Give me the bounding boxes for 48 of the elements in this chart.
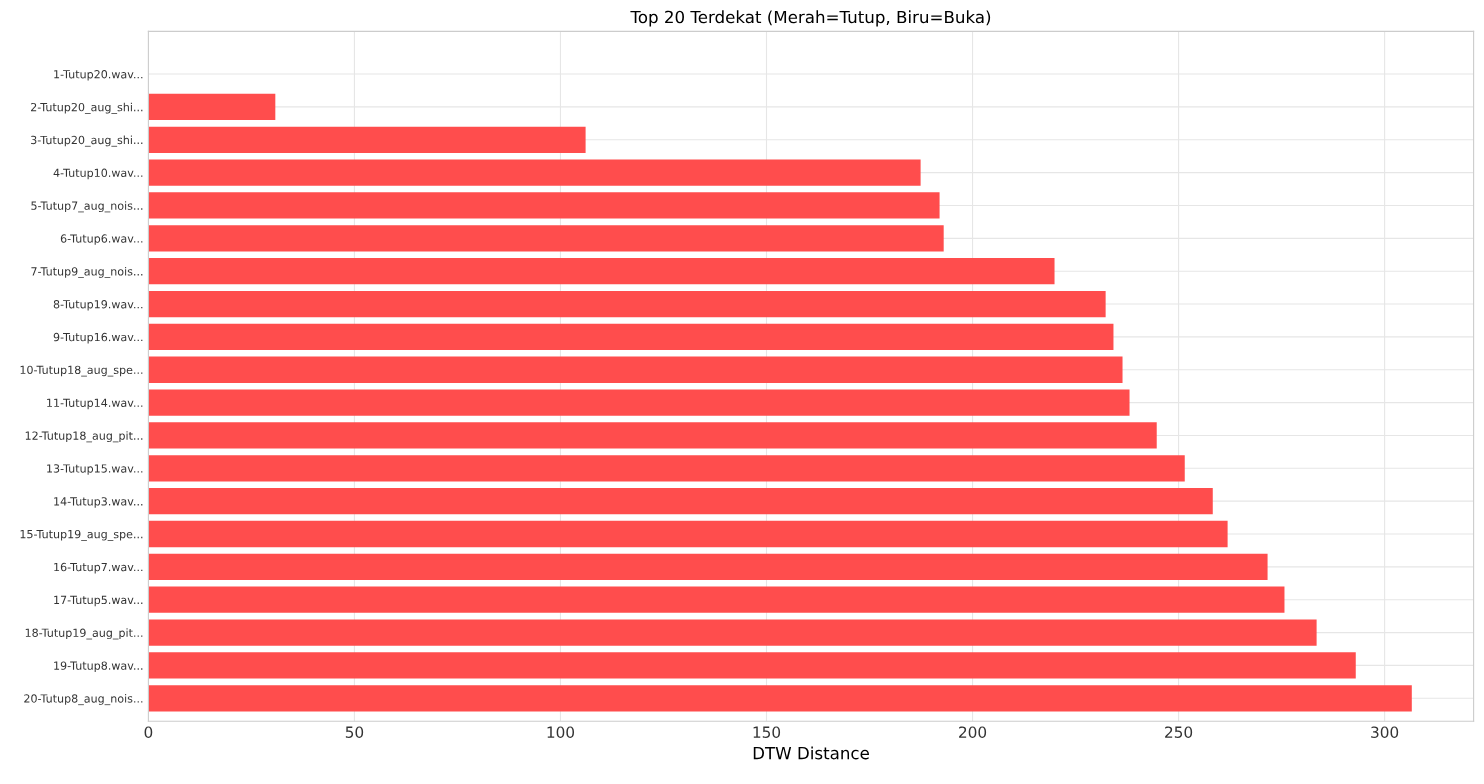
bar (148, 389, 1130, 416)
bar (148, 520, 1228, 548)
y-tick-label: 3-Tutup20_aug_shi... (31, 135, 143, 147)
bar (148, 356, 1123, 383)
y-tick-label: 14-Tutup3.wav... (54, 497, 143, 508)
bar (148, 652, 1356, 679)
bar (148, 422, 1157, 449)
x-tick-label: 300 (1371, 726, 1399, 738)
y-tick-label: 18-Tutup19_aug_pit... (25, 628, 143, 640)
y-tick-label: 7-Tutup9_aug_nois... (31, 266, 143, 279)
bar (148, 192, 940, 219)
y-tick-label: 9-Tutup16.wav... (53, 332, 143, 344)
y-tick-label: 4-Tutup10.wav... (53, 168, 143, 180)
bar (148, 290, 1106, 318)
y-tick-label: 1-Tutup20.wav... (54, 70, 143, 81)
y-tick-label: 19-Tutup8.wav... (54, 661, 143, 672)
bar (148, 159, 921, 186)
bar (148, 586, 1285, 613)
chart-title: Top 20 Terdekat (Merah=Tutup, Biru=Buka) (630, 10, 991, 27)
y-tick-label: 15-Tutup19_aug_spe... (20, 529, 143, 541)
y-tick-label: 12-Tutup18_aug_pit... (25, 431, 143, 443)
x-tick-label: 150 (753, 726, 781, 738)
y-tick-label: 10-Tutup18_aug_spe... (20, 365, 143, 377)
x-tick-label: 200 (959, 726, 987, 738)
x-tick-label: 0 (144, 726, 153, 738)
bar (148, 93, 276, 121)
y-tick-label: 13-Tutup15.wav... (47, 464, 143, 475)
y-tick-label: 6-Tutup6.wav... (60, 234, 143, 245)
bar (148, 126, 586, 153)
bar (148, 258, 1055, 285)
x-tick-label: 100 (547, 726, 575, 738)
bar (148, 225, 944, 252)
bar (148, 553, 1268, 581)
y-tick-label: 17-Tutup5.wav... (54, 595, 143, 607)
y-tick-label: 8-Tutup19.wav... (53, 300, 143, 311)
y-tick-label: 20-Tutup8_aug_nois... (24, 694, 143, 706)
bar (148, 685, 1412, 712)
x-axis-title: DTW Distance (753, 746, 869, 760)
bar (148, 619, 1317, 646)
y-tick-label: 11-Tutup14.wav... (47, 398, 143, 410)
bar (148, 323, 1114, 351)
y-tick-label: 5-Tutup7_aug_nois... (31, 201, 143, 213)
x-tick-label: 250 (1165, 726, 1193, 738)
bar (148, 455, 1185, 482)
y-tick-label: 16-Tutup7.wav... (54, 562, 143, 574)
y-tick-label: 2-Tutup20_aug_shi... (31, 102, 143, 114)
bar (148, 488, 1213, 515)
x-tick-label: 50 (345, 726, 364, 738)
